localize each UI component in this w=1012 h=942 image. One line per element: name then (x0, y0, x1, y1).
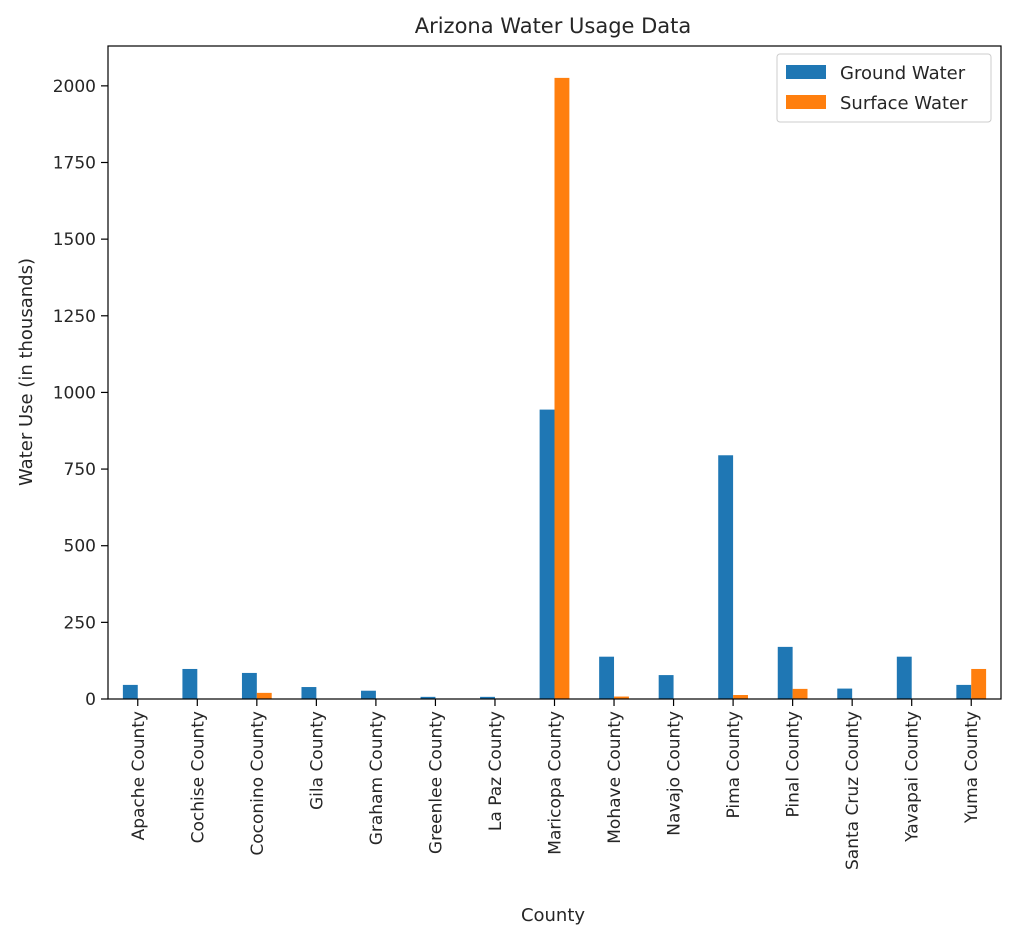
bar-ground-water (777, 646, 793, 699)
x-tick-label: Pima County (724, 711, 744, 819)
bar-surface-water (971, 668, 987, 699)
y-tick-label: 500 (64, 537, 96, 557)
y-tick-label: 750 (64, 460, 96, 480)
y-axis-label: Water Use (in thousands) (16, 258, 37, 486)
legend-label-ground-water: Ground Water (840, 63, 966, 84)
bar-ground-water (420, 696, 436, 699)
bar-ground-water (182, 668, 198, 699)
legend-box (776, 53, 992, 123)
legend-swatch-surface-water (786, 95, 826, 109)
x-tick-label: Mohave County (605, 711, 625, 844)
bars (122, 77, 987, 699)
bar-surface-water (733, 695, 748, 699)
y-axis: 0 250 500 750 1000 1250 1500 1750 2000 (53, 77, 108, 710)
x-tick-label: Greenlee County (426, 711, 446, 854)
bar-ground-water (718, 455, 734, 699)
y-tick-label: 1000 (53, 383, 96, 403)
x-tick-label: Santa Cruz County (843, 711, 863, 870)
y-tick-label: 1250 (53, 307, 96, 327)
x-tick-label: Graham County (367, 711, 387, 845)
bar-ground-water (837, 688, 853, 699)
legend: Ground Water Surface Water (776, 53, 992, 123)
x-tick-label: Yavapai County (903, 711, 923, 843)
bar-surface-water (554, 77, 570, 699)
x-tick-label: Navajo County (665, 711, 685, 836)
bar-ground-water (480, 696, 495, 699)
bar-ground-water (658, 675, 674, 699)
legend-label-surface-water: Surface Water (840, 93, 968, 114)
x-tick-label: Cochise County (188, 711, 208, 843)
x-tick-label: Coconino County (248, 711, 268, 856)
bar-ground-water (301, 687, 317, 699)
bar-surface-water (256, 692, 272, 699)
bar-ground-water (956, 684, 972, 699)
x-tick-label: Pinal County (784, 711, 804, 817)
x-tick-label: La Paz County (486, 711, 506, 831)
bar-ground-water (361, 690, 376, 699)
x-axis-label: County (521, 905, 585, 926)
x-tick-label: Gila County (307, 711, 327, 810)
x-tick-label: Yuma County (962, 711, 982, 824)
y-tick-label: 250 (64, 613, 96, 633)
bar-ground-water (241, 672, 257, 699)
y-tick-label: 1750 (53, 153, 96, 173)
bar-ground-water (896, 656, 912, 699)
legend-swatch-ground-water (786, 65, 826, 79)
bar-ground-water (539, 409, 555, 699)
bar-surface-water (792, 688, 808, 699)
x-tick-label: Apache County (129, 711, 149, 840)
bar-surface-water (614, 696, 629, 699)
x-axis: Apache County Cochise County Coconino Coun… (129, 699, 982, 870)
y-tick-label: 2000 (53, 77, 96, 97)
y-tick-label: 1500 (53, 230, 96, 250)
y-tick-label: 0 (85, 690, 96, 710)
plot-frame (107, 45, 1002, 700)
bar-ground-water (599, 656, 615, 699)
bar-ground-water (122, 684, 138, 699)
chart-title: Arizona Water Usage Data (415, 14, 692, 38)
x-tick-label: Maricopa County (546, 711, 566, 855)
